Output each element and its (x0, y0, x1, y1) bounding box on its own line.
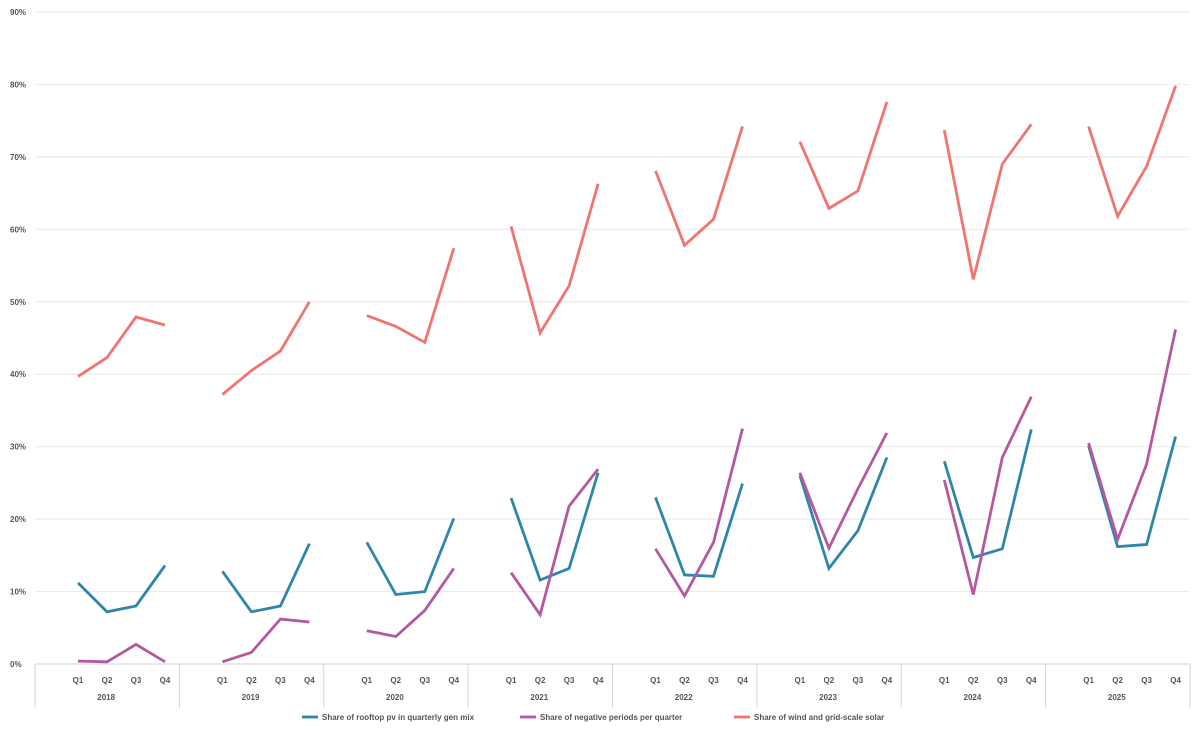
series-line-segment (798, 432, 889, 552)
series-line-segment (1087, 85, 1177, 220)
series-line-segment (509, 472, 600, 582)
y-tick-label: 30% (10, 443, 26, 452)
quarter-tick-label: Q2 (102, 676, 113, 685)
quarter-tick-label: Q1 (73, 676, 84, 685)
series-line-segment (366, 567, 455, 639)
quarter-tick-label: Q1 (361, 676, 372, 685)
quarter-tick-label: Q3 (853, 676, 864, 685)
quarter-tick-label: Q1 (217, 676, 228, 685)
quarter-tick-label: Q1 (1083, 676, 1094, 685)
series-line-segment (221, 301, 311, 396)
series-line-segment (654, 483, 744, 578)
quarter-tick-label: Q1 (506, 676, 517, 685)
series-line-segment (221, 543, 311, 614)
y-tick-label: 40% (10, 370, 26, 379)
legend: Share of rooftop pv in quarterly gen mix… (302, 713, 884, 722)
quarter-tick-label: Q2 (1112, 676, 1123, 685)
quarter-tick-label: Q3 (275, 676, 286, 685)
y-tick-label: 20% (10, 515, 26, 524)
year-label: 2022 (675, 693, 693, 702)
series-line-segment (1087, 329, 1177, 544)
quarter-tick-label: Q3 (131, 676, 142, 685)
quarter-tick-label: Q4 (593, 676, 604, 685)
series-line-segment (654, 428, 744, 599)
x-axis (34, 663, 1191, 708)
legend-item: Share of negative periods per quarter (520, 713, 682, 722)
quarter-tick-label: Q3 (997, 676, 1008, 685)
year-label: 2025 (1108, 693, 1126, 702)
year-label: 2023 (819, 693, 837, 702)
quarter-tick-label: Q4 (1026, 676, 1037, 685)
legend-item: Share of wind and grid-scale solar (734, 713, 884, 722)
series-line-segment (509, 468, 600, 618)
quarter-tick-label: Q4 (304, 676, 315, 685)
y-axis-ticks: 0% 10% 20% 30% 40% 50% 60% 70% 80% 90% (10, 8, 26, 669)
y-tick-label: 0% (10, 660, 22, 669)
quarter-tick-label: Q3 (419, 676, 430, 685)
series-lines (77, 85, 1177, 664)
year-label: 2018 (97, 693, 115, 702)
quarter-tick-label: Q2 (679, 676, 690, 685)
series-line-segment (1087, 436, 1177, 549)
y-tick-label: 80% (10, 80, 26, 89)
series-line-segment (365, 517, 456, 596)
quarter-tick-label: Q3 (564, 676, 575, 685)
quarter-tick-label: Q3 (1141, 676, 1152, 685)
y-tick-label: 90% (10, 8, 26, 17)
quarter-tick-label: Q2 (968, 676, 979, 685)
series-line-segment (654, 126, 744, 248)
quarter-tick-label: Q3 (708, 676, 719, 685)
gridlines (35, 11, 1190, 593)
series-line-segment (942, 428, 1033, 560)
y-tick-label: 10% (10, 588, 26, 597)
series-2 (77, 329, 1177, 664)
legend-label: Share of negative periods per quarter (540, 713, 682, 722)
quarter-tick-label: Q1 (650, 676, 661, 685)
quarter-tick-label: Q1 (939, 676, 950, 685)
series-line-segment (942, 396, 1033, 595)
legend-label: Share of rooftop pv in quarterly gen mix (322, 713, 475, 722)
y-tick-label: 60% (10, 225, 26, 234)
legend-label: Share of wind and grid-scale solar (754, 713, 884, 722)
series-line-segment (509, 183, 600, 337)
series-line-segment (366, 247, 456, 345)
quarter-tick-label: Q1 (795, 676, 806, 685)
y-tick-label: 70% (10, 153, 26, 162)
series-line-segment (798, 456, 889, 572)
quarter-tick-label: Q2 (246, 676, 257, 685)
series-line-segment (798, 101, 889, 211)
quarter-tick-label: Q4 (1170, 676, 1181, 685)
quarter-tick-label: Q4 (737, 676, 748, 685)
series-3 (77, 85, 1177, 396)
series-line-segment (77, 642, 166, 664)
year-label: 2021 (530, 693, 548, 702)
series-line-segment (942, 123, 1033, 280)
quarter-tick-label: Q4 (882, 676, 893, 685)
quarter-tick-label: Q4 (448, 676, 459, 685)
year-label: 2024 (964, 693, 982, 702)
y-tick-label: 50% (10, 298, 26, 307)
quarter-tick-label: Q2 (535, 676, 546, 685)
series-line-segment (77, 564, 167, 614)
series-line-segment (221, 617, 310, 664)
legend-item: Share of rooftop pv in quarterly gen mix (302, 713, 475, 722)
quarter-tick-label: Q2 (390, 676, 401, 685)
quarter-tick-label: Q4 (160, 676, 171, 685)
quarter-tick-label: Q2 (824, 676, 835, 685)
year-label: 2020 (386, 693, 404, 702)
series-line-segment (77, 315, 166, 378)
series-1 (77, 428, 1177, 614)
year-label: 2019 (242, 693, 260, 702)
x-axis-ticks: Q1 Q2 Q3 Q4 2018 Q1 Q2 Q3 Q4 2019 Q1 Q2 Q3 Q4 2020 Q1 Q2… (73, 676, 1182, 702)
